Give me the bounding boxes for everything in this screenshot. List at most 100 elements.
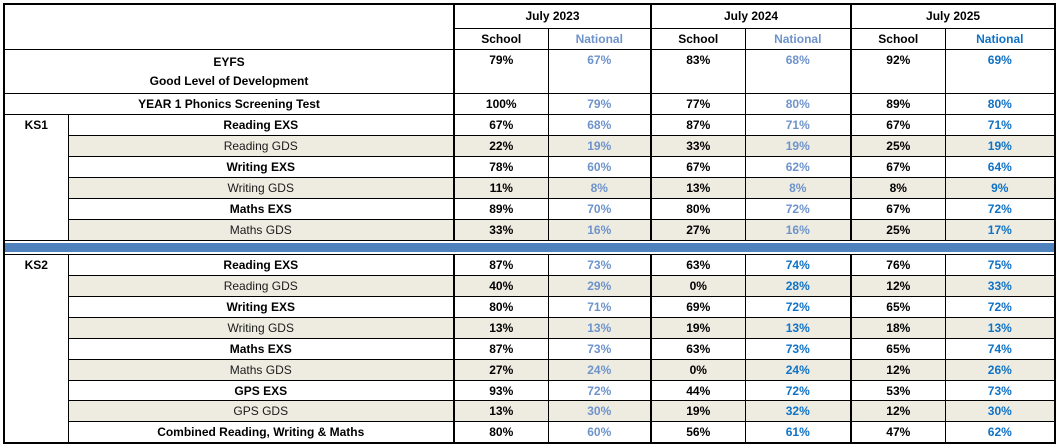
- eyfs-title: EYFS: [213, 55, 245, 70]
- value-cell: 67%: [453, 114, 549, 137]
- divider-band: [5, 242, 1055, 252]
- row-label: GPS GDS: [67, 400, 455, 423]
- value-cell: 69%: [944, 49, 1056, 95]
- phonics-label: YEAR 1 Phonics Screening Test: [3, 93, 455, 116]
- value-cell: 72%: [944, 296, 1056, 318]
- section-divider-cell: [4, 239, 1056, 256]
- school-header-2023: School: [453, 27, 549, 51]
- value-cell: 24%: [744, 358, 852, 381]
- value-cell: 60%: [547, 156, 652, 178]
- value-cell: 13%: [547, 316, 652, 339]
- value-cell: 70%: [547, 197, 652, 220]
- value-cell: 11%: [453, 176, 549, 199]
- eyfs-row: EYFS Good Level of Development 79% 67% 8…: [3, 49, 1056, 95]
- value-cell: 80%: [944, 93, 1056, 116]
- value-cell: 72%: [744, 296, 852, 318]
- value-cell: 71%: [547, 296, 652, 318]
- row-label: Writing GDS: [67, 176, 455, 199]
- value-cell: 28%: [744, 275, 852, 297]
- value-cell: 65%: [850, 337, 946, 360]
- table-row: Combined Reading, Writing & Maths 80% 60…: [4, 421, 1056, 444]
- value-cell: 13%: [744, 316, 852, 339]
- value-cell: 13%: [944, 316, 1056, 339]
- value-cell: 8%: [850, 176, 946, 199]
- table-row: Writing EXS 78% 60% 67% 62% 67% 64%: [4, 156, 1056, 178]
- value-cell: 27%: [650, 218, 746, 241]
- header-years-row: July 2023 July 2024 July 2025: [3, 3, 1056, 51]
- value-cell: 80%: [744, 93, 852, 116]
- table-row: GPS EXS 93% 72% 44% 72% 53% 73%: [4, 379, 1056, 402]
- value-cell: 53%: [850, 379, 946, 402]
- table-row: Reading GDS 22% 19% 33% 19% 25% 19%: [4, 135, 1056, 158]
- value-cell: 30%: [547, 400, 652, 423]
- value-cell: 73%: [547, 254, 652, 277]
- header-blank-cell: [3, 3, 455, 51]
- value-cell: 63%: [650, 254, 746, 277]
- ks1-section-label: KS1: [3, 114, 69, 241]
- value-cell: 30%: [944, 400, 1056, 423]
- value-cell: 83%: [650, 49, 746, 95]
- value-cell: 26%: [944, 358, 1056, 381]
- row-label: Writing EXS: [67, 296, 455, 318]
- value-cell: 74%: [744, 254, 852, 277]
- value-cell: 33%: [944, 275, 1056, 297]
- value-cell: 67%: [850, 114, 946, 137]
- value-cell: 75%: [944, 254, 1056, 277]
- table-row: Maths EXS 89% 70% 80% 72% 67% 72%: [4, 197, 1056, 220]
- eyfs-label-cell: EYFS Good Level of Development: [3, 49, 455, 95]
- value-cell: 19%: [944, 135, 1056, 158]
- value-cell: 62%: [744, 156, 852, 178]
- value-cell: 89%: [453, 197, 549, 220]
- value-cell: 9%: [944, 176, 1056, 199]
- value-cell: 0%: [650, 358, 746, 381]
- value-cell: 27%: [453, 358, 549, 381]
- value-cell: 76%: [850, 254, 946, 277]
- row-label: GPS EXS: [67, 379, 455, 402]
- table-row: Writing GDS 11% 8% 13% 8% 8% 9%: [4, 176, 1056, 199]
- value-cell: 13%: [453, 400, 549, 423]
- value-cell: 17%: [944, 218, 1056, 241]
- value-cell: 12%: [850, 358, 946, 381]
- value-cell: 19%: [650, 316, 746, 339]
- value-cell: 67%: [850, 197, 946, 220]
- table-row: Writing EXS 80% 71% 69% 72% 65% 72%: [4, 296, 1056, 318]
- row-label: Maths EXS: [67, 337, 455, 360]
- value-cell: 29%: [547, 275, 652, 297]
- value-cell: 25%: [850, 218, 946, 241]
- row-label: Maths EXS: [67, 197, 455, 220]
- eyfs-subtitle: Good Level of Development: [149, 73, 309, 88]
- value-cell: 68%: [547, 114, 652, 137]
- value-cell: 73%: [547, 337, 652, 360]
- value-cell: 67%: [547, 49, 652, 95]
- value-cell: 44%: [650, 379, 746, 402]
- year-header-2025: July 2025: [850, 3, 1056, 29]
- row-label: Writing EXS: [67, 156, 455, 178]
- value-cell: 93%: [453, 379, 549, 402]
- table-row: Writing GDS 13% 13% 19% 13% 18% 13%: [4, 316, 1056, 339]
- value-cell: 13%: [650, 176, 746, 199]
- value-cell: 25%: [850, 135, 946, 158]
- national-header-2025: National: [944, 27, 1056, 51]
- value-cell: 71%: [744, 114, 852, 137]
- table-row: KS2 Reading EXS 87% 73% 63% 74% 76% 75%: [3, 254, 1056, 444]
- value-cell: 80%: [453, 421, 549, 444]
- value-cell: 71%: [944, 114, 1056, 137]
- value-cell: 12%: [850, 400, 946, 423]
- value-cell: 69%: [650, 296, 746, 318]
- row-label: Reading EXS: [67, 254, 455, 277]
- value-cell: 0%: [650, 275, 746, 297]
- value-cell: 56%: [650, 421, 746, 444]
- value-cell: 13%: [453, 316, 549, 339]
- row-label: Writing GDS: [67, 316, 455, 339]
- value-cell: 72%: [744, 197, 852, 220]
- year-header-2023: July 2023: [452, 3, 652, 29]
- value-cell: 24%: [547, 358, 652, 381]
- value-cell: 22%: [453, 135, 549, 158]
- value-cell: 74%: [944, 337, 1056, 360]
- row-label: Reading EXS: [67, 114, 455, 137]
- value-cell: 62%: [944, 421, 1056, 444]
- value-cell: 72%: [547, 379, 652, 402]
- row-label: Maths GDS: [67, 358, 455, 381]
- value-cell: 67%: [650, 156, 746, 178]
